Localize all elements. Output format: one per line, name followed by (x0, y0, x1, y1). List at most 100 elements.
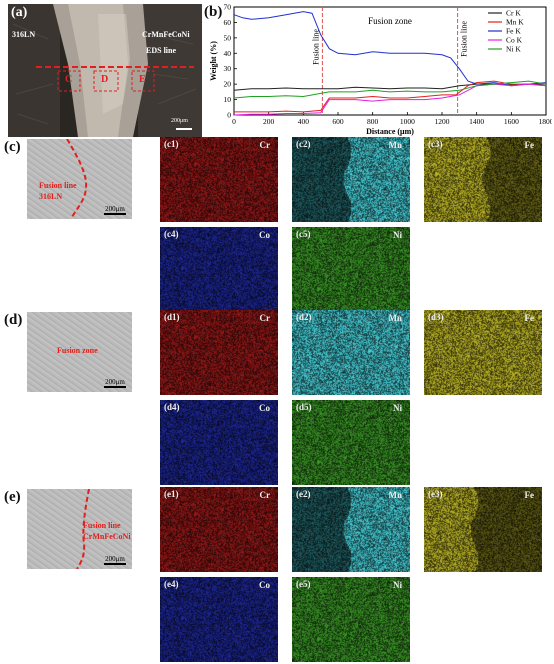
eds-map-texture (292, 577, 410, 662)
eds-map-cr: (c1) Cr (160, 137, 278, 222)
x-tick-label: 1200 (435, 117, 450, 126)
eds-map-texture (160, 310, 278, 395)
eds-map-texture (160, 137, 278, 222)
y-tick-label: 60 (224, 18, 232, 27)
scale-bar-label: 200μm (105, 205, 125, 213)
eds-map-cr: (d1) Cr (160, 310, 278, 395)
scale-bar-label: 200μm (105, 378, 125, 386)
legend-entry: Fe K (506, 27, 521, 36)
region-e-label: E (139, 74, 146, 85)
sem-image-c: Fusion line 316LN 200μm (27, 139, 132, 219)
x-tick-label: 600 (332, 117, 344, 126)
map-tag: (c5) (296, 229, 311, 239)
x-tick-label: 400 (298, 117, 310, 126)
x-tick-label: 800 (367, 117, 379, 126)
eds-map-texture (292, 227, 410, 312)
eds-map-mn: (c2) Mn (292, 137, 410, 222)
region-c-box (57, 70, 81, 92)
panel-e-label: (e) (4, 489, 21, 505)
material-hea-label: CrMnFeCoNi (142, 30, 190, 39)
region-c-label: C (65, 74, 73, 85)
panel-a: (a) 316LN CrMnFeCoNi EDS line C D E 200μ… (8, 4, 202, 137)
eds-map-ni: (c5) Ni (292, 227, 410, 312)
eds-map-cr: (e1) Cr (160, 487, 278, 572)
x-tick-label: 1000 (400, 117, 415, 126)
scale-bar-label: 200μm (105, 555, 125, 563)
eds-map-texture (424, 310, 542, 395)
scale-bar-line (104, 386, 126, 388)
scale-bar-line (104, 563, 126, 565)
map-element-label: Cr (259, 490, 271, 500)
x-tick-label: 1800 (539, 117, 553, 126)
eds-line-label: EDS line (146, 46, 177, 55)
panel-a-scale: 200μm (171, 118, 188, 124)
panel-c-label: (c) (4, 139, 21, 155)
eds-map-ni: (d5) Ni (292, 400, 410, 485)
y-tick-label: 10 (224, 95, 232, 104)
eds-map-texture (292, 310, 410, 395)
eds-map-co: (d4) Co (160, 400, 278, 485)
eds-map-texture (160, 487, 278, 572)
map-tag: (e4) (164, 579, 179, 589)
eds-map-texture (160, 400, 278, 485)
fusion-line-overlay (76, 489, 90, 569)
sem-image-d: Fusion zone 200μm (27, 312, 132, 392)
map-tag: (c3) (428, 139, 443, 149)
legend-entry: Ni K (506, 45, 521, 54)
x-tick-label: 1400 (469, 117, 484, 126)
eds-map-co: (c4) Co (160, 227, 278, 312)
map-tag: (c1) (164, 139, 179, 149)
eds-map-texture (160, 227, 278, 312)
map-element-label: Co (259, 403, 270, 413)
eds-map-fe: (c3) Fe (424, 137, 542, 222)
region-e-box (131, 70, 155, 92)
weld-macrograph (8, 4, 202, 137)
map-element-label: Fe (524, 313, 535, 323)
map-tag: (d2) (296, 312, 312, 322)
y-tick-label: 70 (224, 3, 232, 12)
x-tick-label: 0 (232, 117, 236, 126)
sem-annotation: 316LN (39, 192, 63, 201)
scale-bar-line (104, 213, 126, 215)
map-element-label: Ni (393, 230, 402, 240)
scale-bar: 200μm (104, 205, 126, 215)
y-tick-label: 50 (224, 33, 232, 42)
y-tick-label: 0 (227, 111, 231, 120)
map-element-label: Co (259, 230, 270, 240)
map-tag: (c4) (164, 229, 179, 239)
map-tag: (e5) (296, 579, 311, 589)
legend-entry: Mn K (506, 18, 524, 27)
series-line-ni-k (233, 80, 547, 99)
map-tag: (d4) (164, 402, 180, 412)
map-element-label: Cr (259, 313, 271, 323)
map-element-label: Mn (388, 490, 403, 500)
eds-map-fe: (d3) Fe (424, 310, 542, 395)
eds-map-fe: (e3) Fe (424, 487, 542, 572)
eds-map-mn: (e2) Mn (292, 487, 410, 572)
sem-annotation: CrMnFeCoNi (83, 532, 131, 541)
y-axis-label: Weight (%) (209, 41, 218, 81)
region-d-label: D (101, 74, 109, 85)
legend-entry: Cr K (506, 9, 521, 18)
sem-annotation: Fusion line (83, 521, 121, 530)
eds-map-texture (292, 137, 410, 222)
map-tag: (c2) (296, 139, 311, 149)
eds-map-texture (424, 137, 542, 222)
eds-line-chart: 0 200 400 600 800 1000 1200 1400 1600 1800 0 10 20 30… (209, 3, 553, 137)
eds-map-texture (160, 577, 278, 662)
panel-d-label: (d) (4, 312, 23, 328)
map-tag: (e1) (164, 489, 179, 499)
fusion-line-right-annotation: Fusion line (460, 21, 469, 57)
map-element-label: Fe (524, 140, 535, 150)
series-line-fe-k (233, 11, 547, 87)
map-element-label: Ni (393, 580, 402, 590)
scale-bar: 200μm (104, 378, 126, 388)
eds-map-texture (292, 400, 410, 485)
x-tick-label: 200 (263, 117, 275, 126)
map-tag: (e3) (428, 489, 443, 499)
series-line-mn-k (234, 80, 547, 113)
map-element-label: Mn (388, 140, 403, 150)
region-d-box (93, 70, 119, 92)
map-element-label: Co (259, 580, 270, 590)
fusion-line-overlay (66, 139, 87, 219)
